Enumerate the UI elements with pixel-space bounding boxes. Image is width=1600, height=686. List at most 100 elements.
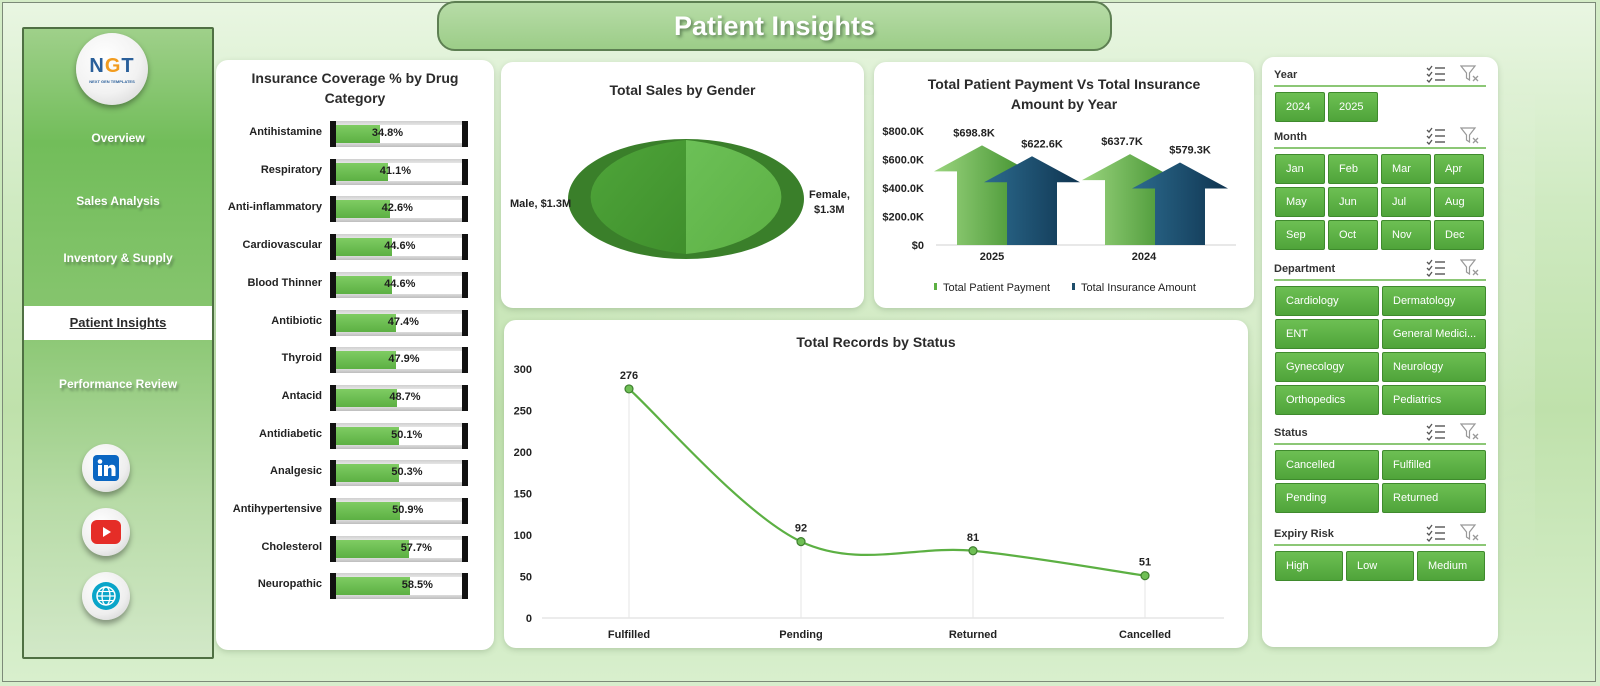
insurance-bar-fill <box>336 200 390 219</box>
insurance-bar-value: 47.4% <box>387 315 419 328</box>
slicer-option-status[interactable]: Fulfilled <box>1382 450 1486 480</box>
youtube-button[interactable] <box>82 508 130 556</box>
multi-select-icon[interactable] <box>1426 524 1446 547</box>
multi-select-icon[interactable] <box>1426 423 1446 446</box>
website-button[interactable] <box>82 572 130 620</box>
clear-filter-icon[interactable] <box>1459 524 1480 547</box>
insurance-bar-track: 57.7% <box>330 535 468 562</box>
payment-arrow-insurance <box>1132 162 1228 245</box>
slicer-option-month[interactable]: May <box>1275 187 1325 217</box>
page-title-banner: Patient Insights <box>437 1 1112 51</box>
multi-select-icon[interactable] <box>1426 65 1446 88</box>
slicer-option-department[interactable]: Pediatrics <box>1382 385 1486 415</box>
insurance-bar-value: 58.5% <box>401 579 433 592</box>
slicer-option-status[interactable]: Returned <box>1382 483 1486 513</box>
slicer-divider <box>1274 279 1486 281</box>
slicer-option-status[interactable]: Cancelled <box>1275 450 1379 480</box>
slicer-option-department[interactable]: Neurology <box>1382 352 1486 382</box>
clear-filter-icon[interactable] <box>1459 423 1480 446</box>
payment-arrow-patient <box>934 145 1030 245</box>
nav-performance-review[interactable]: Performance Review <box>58 377 178 391</box>
slicer-option-month[interactable]: Mar <box>1381 154 1431 184</box>
insurance-bar-track: 48.7% <box>330 384 468 411</box>
pie-label-female-1: Female, <box>809 189 850 201</box>
status-y-tick-label: 250 <box>514 406 532 418</box>
insurance-bar-inner: 41.1% <box>336 162 462 181</box>
slicer-option-month[interactable]: Dec <box>1434 220 1484 250</box>
clear-filter-icon[interactable] <box>1459 259 1480 282</box>
payment-y-tick-label: $600.0K <box>882 155 924 167</box>
payment-data-label: $698.8K <box>953 127 995 139</box>
slicer-option-year[interactable]: 2025 <box>1328 92 1378 122</box>
insurance-bar-row: Thyroid 47.9% <box>216 345 496 375</box>
slicer-option-department[interactable]: Orthopedics <box>1275 385 1379 415</box>
slicer-option-month[interactable]: Nov <box>1381 220 1431 250</box>
status-x-tick-label: Pending <box>779 629 822 641</box>
insurance-bar-label: Antidiabetic <box>259 427 322 440</box>
nav-overview[interactable]: Overview <box>91 131 145 145</box>
slicer-option-year[interactable]: 2024 <box>1275 92 1325 122</box>
slicer-option-expiry[interactable]: High <box>1275 551 1343 581</box>
insurance-bar-track: 44.6% <box>330 271 468 298</box>
insurance-coverage-card: Insurance Coverage % by Drug Category An… <box>216 60 494 650</box>
payment-y-tick-label: $0 <box>912 240 924 252</box>
slicer-option-month[interactable]: Sep <box>1275 220 1325 250</box>
slicer-option-month[interactable]: Aug <box>1434 187 1484 217</box>
insurance-bar-track: 42.6% <box>330 196 468 223</box>
slicer-option-month[interactable]: Jun <box>1328 187 1378 217</box>
insurance-bar-label: Respiratory <box>260 163 322 176</box>
page-title: Patient Insights <box>673 10 876 41</box>
slicer-header-expiry: Expiry Risk <box>1274 528 1334 540</box>
slicer-option-department[interactable]: Dermatology <box>1382 286 1486 316</box>
youtube-icon <box>91 520 121 544</box>
multi-select-icon[interactable] <box>1426 127 1446 150</box>
insurance-bar-label: Anti-inflammatory <box>227 201 322 214</box>
slicer-option-expiry[interactable]: Medium <box>1417 551 1485 581</box>
linkedin-button[interactable] <box>82 444 130 492</box>
slicer-option-month[interactable]: Jan <box>1275 154 1325 184</box>
slicer-option-month[interactable]: Oct <box>1328 220 1378 250</box>
insurance-bar-fill <box>336 162 388 181</box>
payment-data-label: $622.6K <box>1021 138 1063 150</box>
insurance-bar-inner: 47.4% <box>336 313 462 332</box>
insurance-bar-row: Cardiovascular 44.6% <box>216 232 496 262</box>
insurance-bar-inner: 50.9% <box>336 502 462 520</box>
insurance-bar-inner: 44.6% <box>336 275 462 294</box>
clear-filter-icon[interactable] <box>1459 65 1480 88</box>
insurance-bar-label: Thyroid <box>281 352 322 365</box>
insurance-bar-value: 57.7% <box>400 541 432 554</box>
insurance-bar-row: Cholesterol 57.7% <box>216 534 496 564</box>
nav-inventory-supply[interactable]: Inventory & Supply <box>63 251 173 265</box>
slicer-option-month[interactable]: Apr <box>1434 154 1484 184</box>
slicer-option-expiry[interactable]: Low <box>1346 551 1414 581</box>
insurance-bar-row: Analgesic 50.3% <box>216 458 496 488</box>
payment-arrow-chart: $0 $200.0K $400.0K $600.0K $800.0K $698.8K $62… <box>882 126 1236 294</box>
clear-filter-icon[interactable] <box>1459 127 1480 150</box>
slicer-option-department[interactable]: Gynecology <box>1275 352 1379 382</box>
insurance-bar-label: Cholesterol <box>261 540 322 553</box>
insurance-bar-inner: 50.3% <box>336 464 462 483</box>
insurance-bar-inner: 47.9% <box>336 351 462 370</box>
slicer-option-month[interactable]: Jul <box>1381 187 1431 217</box>
nav-sales-analysis[interactable]: Sales Analysis <box>76 194 160 208</box>
logo-subtitle: NEXT GEN TEMPLATES <box>89 78 135 84</box>
multi-select-icon[interactable] <box>1426 259 1446 282</box>
payment-vs-insurance-card: Total Patient Payment Vs Total Insurance… <box>874 62 1254 308</box>
slicer-option-month[interactable]: Feb <box>1328 154 1378 184</box>
insurance-bar-inner: 42.6% <box>336 200 462 219</box>
nav-patient-insights[interactable]: Patient Insights <box>24 306 212 340</box>
insurance-bar-value: 50.1% <box>391 428 423 441</box>
insurance-bar-inner: 34.8% <box>336 125 462 143</box>
insurance-bar-inner: 44.6% <box>336 238 462 257</box>
slicer-divider <box>1274 147 1486 149</box>
status-y-tick-label: 300 <box>514 364 532 376</box>
insurance-bar-label: Antacid <box>281 389 322 402</box>
slicer-option-department[interactable]: ENT <box>1275 319 1379 349</box>
insurance-bar-track: 47.9% <box>330 347 468 374</box>
insurance-bar-label: Blood Thinner <box>247 276 322 289</box>
insurance-bar-row: Blood Thinner 44.6% <box>216 270 496 300</box>
slicer-option-department[interactable]: General Medici... <box>1382 319 1486 349</box>
insurance-bar-value: 47.9% <box>388 353 420 366</box>
slicer-option-department[interactable]: Cardiology <box>1275 286 1379 316</box>
slicer-option-status[interactable]: Pending <box>1275 483 1379 513</box>
